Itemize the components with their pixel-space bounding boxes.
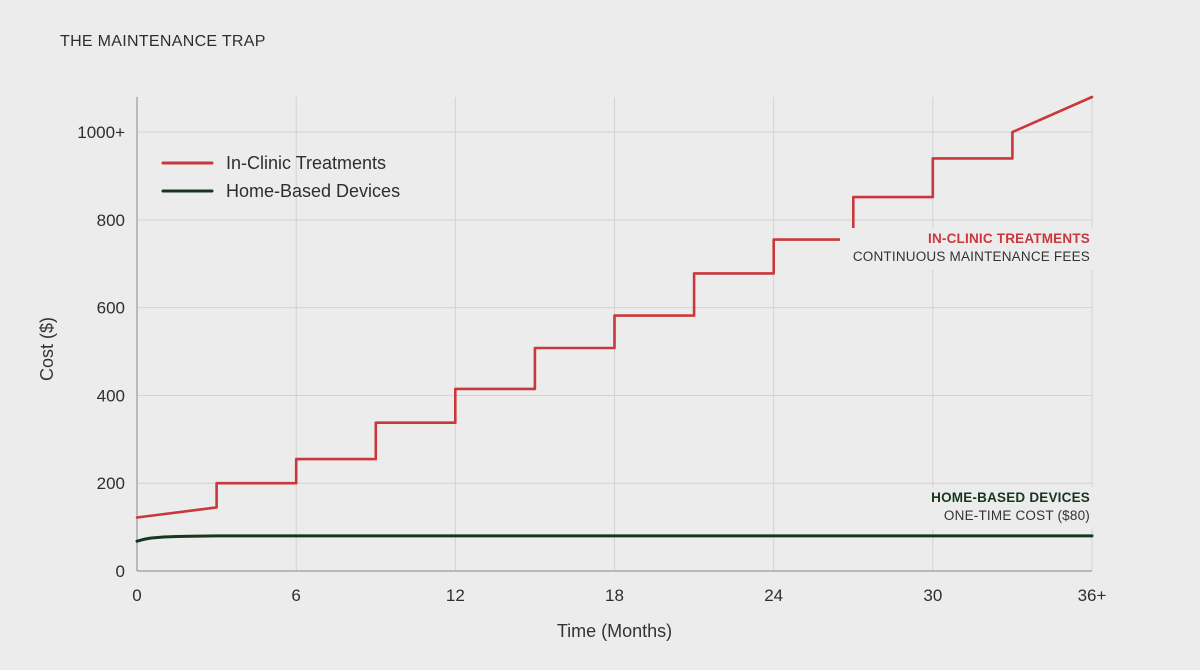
x-tick-label: 0 — [132, 586, 141, 605]
annotation-background — [840, 228, 1094, 270]
y-tick-label: 1000+ — [77, 123, 125, 142]
x-tick-label: 12 — [446, 586, 465, 605]
page-title: THE MAINTENANCE TRAP — [60, 33, 266, 50]
legend-label: In-Clinic Treatments — [226, 153, 386, 173]
y-tick-label: 600 — [97, 299, 125, 318]
tick-labels: 0 6 12 18 24 30 36+ 0 200 400 600 800 1000+ — [77, 123, 1106, 605]
annotations: IN-CLINIC TREATMENTS CONTINUOUS MAINTENAN… — [840, 228, 1094, 529]
x-tick-label: 6 — [291, 586, 300, 605]
in-clinic-series-line — [135, 95, 1094, 519]
home-based-series-line — [135, 534, 1094, 543]
y-tick-label: 800 — [97, 211, 125, 230]
y-tick-label: 0 — [116, 562, 125, 581]
annotation-background — [840, 487, 1094, 529]
x-tick-label: 30 — [923, 586, 942, 605]
legend: In-Clinic Treatments Home-Based Devices — [161, 153, 400, 201]
y-tick-label: 400 — [97, 386, 125, 405]
series-lines — [135, 95, 1094, 543]
legend-label: Home-Based Devices — [226, 181, 400, 201]
annotation-heading: HOME-BASED DEVICES — [931, 490, 1090, 505]
x-tick-label: 24 — [764, 586, 783, 605]
annotation-text: ONE-TIME COST ($80) — [944, 508, 1090, 523]
x-tick-label: 36+ — [1078, 586, 1107, 605]
x-axis-title: Time (Months) — [557, 621, 672, 641]
grid — [137, 97, 1093, 571]
x-tick-label: 18 — [605, 586, 624, 605]
annotation-heading: IN-CLINIC TREATMENTS — [928, 231, 1090, 246]
axes — [136, 97, 1092, 572]
y-tick-label: 200 — [97, 474, 125, 493]
annotation-text: CONTINUOUS MAINTENANCE FEES — [853, 249, 1090, 264]
y-axis-title: Cost ($) — [37, 317, 57, 381]
